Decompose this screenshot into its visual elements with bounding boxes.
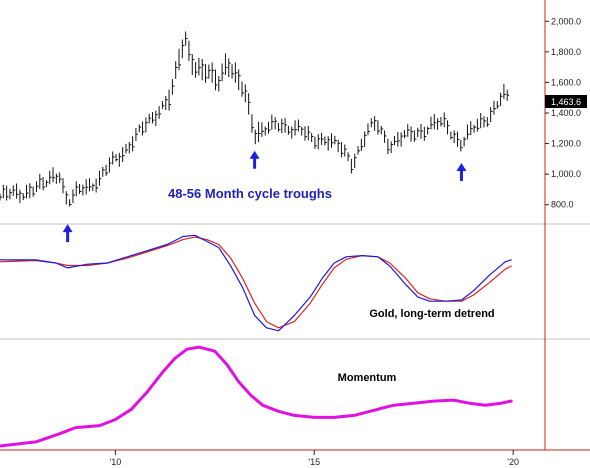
price-y-tick-label: 1,800.0: [551, 47, 581, 57]
price-y-tick-label: 1,400.0: [551, 108, 581, 118]
momentum-annotation: Momentum: [338, 372, 397, 384]
cycle-troughs-annotation: 48-56 Month cycle troughs: [168, 186, 332, 201]
last-value-label: 1,463.6: [551, 97, 581, 107]
price-y-tick-label: 1,200.0: [551, 139, 581, 149]
price-y-tick-label: 1,000.0: [551, 169, 581, 179]
x-tick-label: '10: [109, 457, 121, 467]
trough-arrow-icon: [62, 224, 73, 243]
price-y-tick-label: 800.0: [551, 200, 574, 210]
last-value-badge-background: [545, 95, 587, 108]
detrend-red-line: [0, 236, 512, 329]
detrend-blue-line: [0, 234, 512, 332]
price-bars: [0, 31, 510, 207]
x-axis: '10 '15 '20: [109, 450, 519, 467]
trough-arrow-icon: [456, 162, 467, 181]
price-y-tick-label: 1,600.0: [551, 77, 581, 87]
x-tick-label: '20: [507, 457, 519, 467]
price-y-tick-label: 2,000.0: [551, 16, 581, 26]
momentum-series-line: [0, 345, 513, 448]
price-y-axis: 800.0 1,000.0 1,200.0 1,400.0 1,600.0 1,800.0…: [545, 16, 581, 210]
momentum-line: [0, 345, 513, 448]
trough-arrow-icon: [249, 150, 260, 169]
x-tick-label: '15: [308, 457, 320, 467]
detrend-annotation: Gold, long-term detrend: [369, 308, 494, 320]
last-value-badge: 1,463.6: [545, 95, 587, 108]
detrend-lines: [0, 234, 512, 332]
trough-arrows: [62, 150, 467, 243]
